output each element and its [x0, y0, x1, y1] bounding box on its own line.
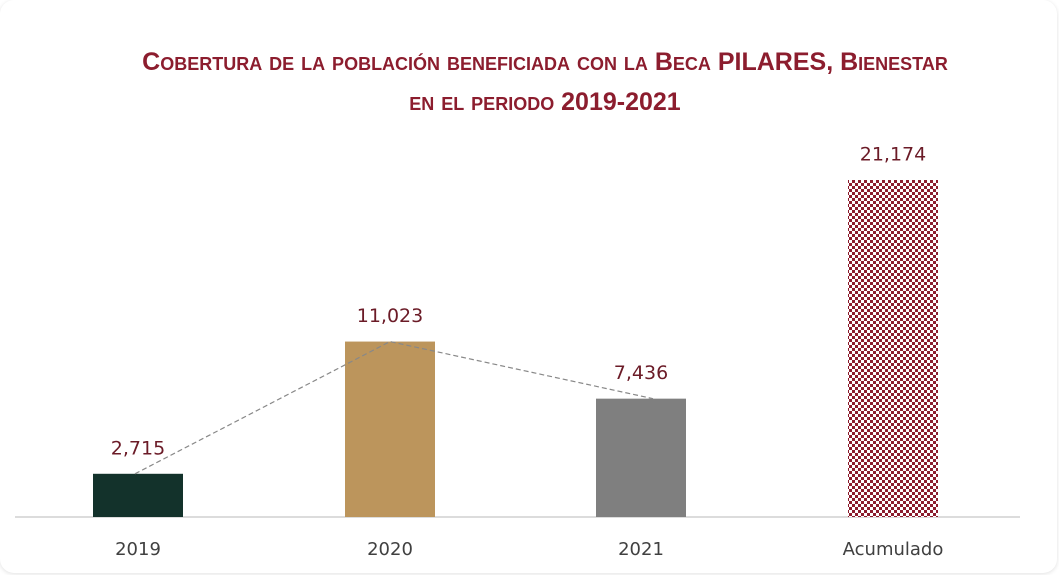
x-tick-label: Acumulado [843, 539, 944, 560]
chart-title: Cobertura de la población beneficiada co… [142, 48, 948, 116]
bar [848, 180, 938, 517]
bar [596, 398, 686, 517]
bar [345, 341, 435, 517]
trend-line [134, 340, 654, 475]
value-label: 2,715 [111, 437, 165, 459]
x-tick-label: 2020 [367, 539, 413, 560]
bar [93, 473, 183, 517]
value-label: 7,436 [614, 362, 668, 384]
value-label: 21,174 [860, 144, 926, 166]
x-tick-label: 2019 [115, 539, 161, 560]
x-tick-label: 2021 [618, 539, 664, 560]
value-label: 11,023 [357, 305, 423, 327]
